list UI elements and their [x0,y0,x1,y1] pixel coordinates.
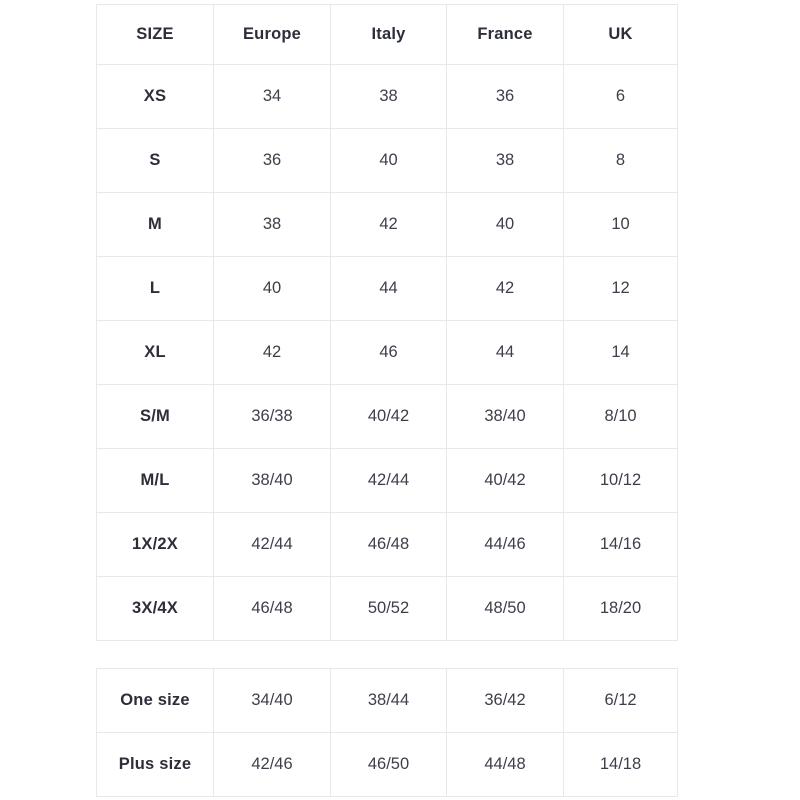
uk-value: 14/18 [563,732,678,797]
uk-value: 6 [563,64,678,129]
uk-value: 12 [563,256,678,321]
column-header-size: SIZE [96,4,214,65]
secondary-size-conversion-table: One size 34/40 38/44 36/42 6/12 Plus siz… [96,668,678,797]
europe-value: 34 [213,64,331,129]
table-header: SIZE Europe Italy France UK [96,4,678,65]
italy-value: 42/44 [330,448,447,513]
italy-value: 46/50 [330,732,447,797]
europe-value: 36/38 [213,384,331,449]
size-label: S [96,128,214,193]
table-row: S/M 36/38 40/42 38/40 8/10 [96,384,678,449]
size-label: XS [96,64,214,129]
europe-value: 34/40 [213,668,331,733]
france-value: 42 [446,256,564,321]
uk-value: 10 [563,192,678,257]
france-value: 40/42 [446,448,564,513]
table-body: XS 34 38 36 6 S 36 40 38 8 M 38 42 40 10 [96,64,678,641]
europe-value: 42/44 [213,512,331,577]
table-body: One size 34/40 38/44 36/42 6/12 Plus siz… [96,668,678,797]
size-label: 3X/4X [96,576,214,641]
uk-value: 18/20 [563,576,678,641]
europe-value: 42 [213,320,331,385]
column-header-europe: Europe [213,4,331,65]
italy-value: 38/44 [330,668,447,733]
header-row: SIZE Europe Italy France UK [96,4,678,65]
size-label: One size [96,668,214,733]
europe-value: 42/46 [213,732,331,797]
uk-value: 10/12 [563,448,678,513]
table-row: 3X/4X 46/48 50/52 48/50 18/20 [96,576,678,641]
france-value: 38 [446,128,564,193]
europe-value: 46/48 [213,576,331,641]
italy-value: 38 [330,64,447,129]
france-value: 44 [446,320,564,385]
table-row: M 38 42 40 10 [96,192,678,257]
italy-value: 46/48 [330,512,447,577]
uk-value: 6/12 [563,668,678,733]
size-label: Plus size [96,732,214,797]
france-value: 48/50 [446,576,564,641]
size-label: S/M [96,384,214,449]
size-label: 1X/2X [96,512,214,577]
uk-value: 14 [563,320,678,385]
table-row: 1X/2X 42/44 46/48 44/46 14/16 [96,512,678,577]
france-value: 36/42 [446,668,564,733]
size-label: M [96,192,214,257]
table-row: L 40 44 42 12 [96,256,678,321]
france-value: 44/46 [446,512,564,577]
primary-size-conversion-table: SIZE Europe Italy France UK XS 34 38 36 … [96,4,678,641]
italy-value: 44 [330,256,447,321]
italy-value: 40 [330,128,447,193]
size-label: L [96,256,214,321]
europe-value: 36 [213,128,331,193]
size-label: M/L [96,448,214,513]
uk-value: 14/16 [563,512,678,577]
table-row: M/L 38/40 42/44 40/42 10/12 [96,448,678,513]
france-value: 36 [446,64,564,129]
column-header-uk: UK [563,4,678,65]
table-row: One size 34/40 38/44 36/42 6/12 [96,668,678,733]
italy-value: 46 [330,320,447,385]
italy-value: 50/52 [330,576,447,641]
size-label: XL [96,320,214,385]
table-row: Plus size 42/46 46/50 44/48 14/18 [96,732,678,797]
france-value: 40 [446,192,564,257]
france-value: 44/48 [446,732,564,797]
table-row: S 36 40 38 8 [96,128,678,193]
column-header-france: France [446,4,564,65]
italy-value: 40/42 [330,384,447,449]
uk-value: 8 [563,128,678,193]
france-value: 38/40 [446,384,564,449]
column-header-italy: Italy [330,4,447,65]
europe-value: 38/40 [213,448,331,513]
table-row: XL 42 46 44 14 [96,320,678,385]
uk-value: 8/10 [563,384,678,449]
europe-value: 38 [213,192,331,257]
italy-value: 42 [330,192,447,257]
europe-value: 40 [213,256,331,321]
table-row: XS 34 38 36 6 [96,64,678,129]
